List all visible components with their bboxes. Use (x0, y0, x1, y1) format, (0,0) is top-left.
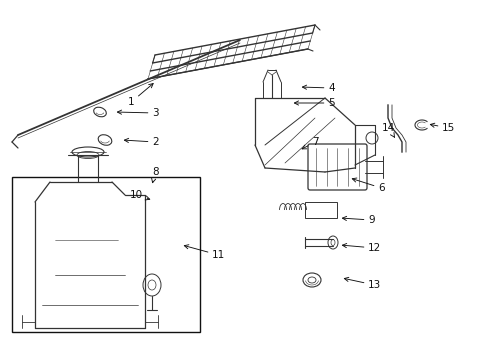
Text: 13: 13 (344, 277, 381, 290)
Text: 6: 6 (351, 178, 384, 193)
Text: 3: 3 (117, 108, 158, 118)
Text: 7: 7 (302, 137, 318, 149)
Text: 2: 2 (124, 137, 158, 147)
Text: 4: 4 (302, 83, 334, 93)
Bar (12, 177, 200, 332)
Text: 12: 12 (342, 243, 381, 253)
Text: 5: 5 (294, 98, 334, 108)
Text: 1: 1 (128, 84, 153, 107)
Text: 8: 8 (151, 167, 158, 183)
Text: 9: 9 (342, 215, 374, 225)
Bar (305, 202, 336, 218)
Text: 10: 10 (130, 190, 149, 200)
Text: 11: 11 (184, 245, 225, 260)
Text: 14: 14 (381, 123, 394, 137)
Text: 15: 15 (429, 123, 454, 133)
